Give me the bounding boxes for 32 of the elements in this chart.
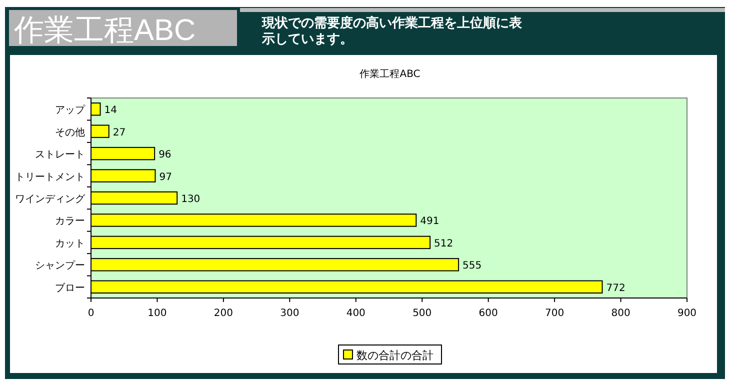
y-tick-label: カラー — [55, 216, 85, 228]
data-label: 27 — [112, 127, 126, 138]
data-label: 555 — [462, 260, 482, 272]
text: 作業工程ABC — [13, 14, 196, 47]
data-label: 14 — [104, 105, 118, 116]
x-tick-label: 700 — [545, 308, 564, 319]
data-label: 491 — [420, 216, 440, 228]
data-label: 512 — [434, 238, 454, 250]
legend-label: 数の合計の合計 — [356, 349, 434, 362]
y-tick-label: シャンプー — [35, 260, 85, 272]
x-tick-label: 0 — [88, 308, 94, 319]
chart-subtitle: 現状での需要度の高い作業工程を上位順に表示しています。 — [261, 15, 523, 47]
x-tick-label: 900 — [677, 308, 697, 319]
y-tick-label: ストレート — [35, 150, 85, 161]
x-tick-label: 800 — [611, 308, 630, 319]
chart-title: 作業工程ABC — [358, 68, 420, 80]
data-label: 97 — [159, 172, 172, 183]
x-tick-label: 400 — [346, 308, 366, 319]
y-tick-label: カット — [55, 238, 85, 250]
data-label: 772 — [606, 282, 626, 294]
y-tick-label: ワインディング — [15, 194, 86, 205]
y-tick-label: トリートメント — [15, 172, 85, 183]
x-tick-label: 200 — [214, 308, 233, 319]
x-tick-label: 500 — [412, 308, 432, 319]
y-tick-label: アップ — [55, 104, 86, 116]
x-tick-label: 100 — [148, 308, 167, 319]
x-tick-label: 300 — [280, 308, 300, 319]
y-tick-label: ブロー — [55, 282, 85, 294]
y-tick-label: その他 — [55, 126, 85, 138]
data-label: 130 — [181, 194, 200, 205]
x-tick-label: 600 — [478, 308, 498, 319]
data-label: 96 — [158, 150, 172, 161]
